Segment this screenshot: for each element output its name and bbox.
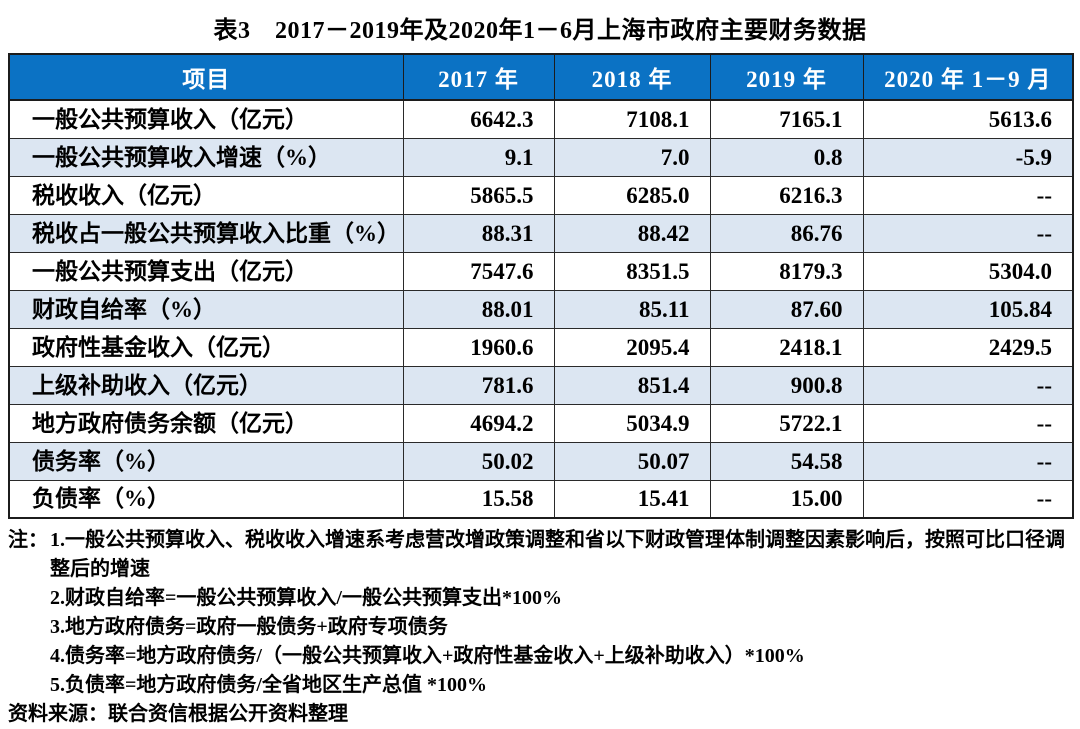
note-item: 3.地方政府债务=政府一般债务+政府专项债务 xyxy=(50,616,448,638)
table-row: 税收占一般公共预算收入比重（%） 88.31 88.42 86.76 -- xyxy=(8,213,1074,253)
cell-value: 8351.5 xyxy=(553,251,711,291)
cell-value: 5865.5 xyxy=(402,175,555,215)
cell-value: -5.9 xyxy=(862,137,1074,177)
cell-value: 6216.3 xyxy=(709,175,864,215)
row-label: 地方政府债务余额（亿元） xyxy=(8,403,404,443)
cell-value: 781.6 xyxy=(402,365,555,405)
source-line: 资料来源：联合资信根据公开资料整理 xyxy=(8,703,348,725)
note-item-text: 1.一般公共预算收入、税收收入增速系考虑营改增政策调整和省以下财政管理体制调整因… xyxy=(50,529,1065,580)
cell-value: 87.60 xyxy=(709,289,864,329)
cell-value: 0.8 xyxy=(709,137,864,177)
cell-value: 9.1 xyxy=(402,137,555,177)
row-label: 负债率（%） xyxy=(8,479,404,519)
cell-value: 88.01 xyxy=(402,289,555,329)
cell-value: -- xyxy=(862,175,1074,215)
column-header: 项目 xyxy=(8,53,404,101)
note-item: 5.负债率=地方政府债务/全省地区生产总值 *100% xyxy=(50,674,487,696)
row-label: 一般公共预算支出（亿元） xyxy=(8,251,404,291)
row-label: 财政自给率（%） xyxy=(8,289,404,329)
header-row: 项目 2017 年 2018 年 2019 年 2020 年 1－9 月 xyxy=(8,53,1074,101)
cell-value: -- xyxy=(862,403,1074,443)
cell-value: 105.84 xyxy=(862,289,1074,329)
table-row: 负债率（%） 15.58 15.41 15.00 -- xyxy=(8,479,1074,519)
cell-value: 7.0 xyxy=(553,137,711,177)
cell-value: -- xyxy=(862,213,1074,253)
table-row: 上级补助收入（亿元） 781.6 851.4 900.8 -- xyxy=(8,365,1074,405)
notes-prefix: 注： xyxy=(8,529,48,551)
cell-value: 7165.1 xyxy=(709,99,864,139)
cell-value: 4694.2 xyxy=(402,403,555,443)
row-label: 一般公共预算收入增速（%） xyxy=(8,137,404,177)
row-label: 上级补助收入（亿元） xyxy=(8,365,404,405)
cell-value: 50.07 xyxy=(553,441,711,481)
row-label: 政府性基金收入（亿元） xyxy=(8,327,404,367)
cell-value: 15.58 xyxy=(402,479,555,519)
table-row: 政府性基金收入（亿元） 1960.6 2095.4 2418.1 2429.5 xyxy=(8,327,1074,367)
cell-value: 85.11 xyxy=(553,289,711,329)
cell-value: -- xyxy=(862,479,1074,519)
note-item: 2.财政自给率=一般公共预算收入/一般公共预算支出*100% xyxy=(50,587,562,609)
cell-value: 7108.1 xyxy=(553,99,711,139)
column-header: 2020 年 1－9 月 xyxy=(862,53,1074,101)
note-item: 注： 1.一般公共预算收入、税收收入增速系考虑营改增政策调整和省以下财政管理体制… xyxy=(8,526,1072,584)
cell-value: 15.41 xyxy=(553,479,711,519)
note-item: 4.债务率=地方政府债务/（一般公共预算收入+政府性基金收入+上级补助收入）*1… xyxy=(50,645,805,667)
row-label: 税收占一般公共预算收入比重（%） xyxy=(8,213,404,253)
table-caption: 表3 2017－2019年及2020年1－6月上海市政府主要财务数据 xyxy=(213,18,867,44)
cell-value: -- xyxy=(862,365,1074,405)
table-row: 地方政府债务余额（亿元） 4694.2 5034.9 5722.1 -- xyxy=(8,403,1074,443)
row-label: 债务率（%） xyxy=(8,441,404,481)
row-label: 税收收入（亿元） xyxy=(8,175,404,215)
financial-table: 项目 2017 年 2018 年 2019 年 2020 年 1－9 月 一般公共预算收… xyxy=(8,53,1074,519)
table-row: 一般公共预算收入（亿元） 6642.3 7108.1 7165.1 5613.6 xyxy=(8,99,1074,139)
cell-value: 7547.6 xyxy=(402,251,555,291)
cell-value: 2429.5 xyxy=(862,327,1074,367)
notes-section: 注： 1.一般公共预算收入、税收收入增速系考虑营改增政策调整和省以下财政管理体制… xyxy=(8,526,1072,729)
cell-value: 5722.1 xyxy=(709,403,864,443)
table-body: 一般公共预算收入（亿元） 6642.3 7108.1 7165.1 5613.6 一般公共… xyxy=(8,99,1074,519)
cell-value: 5304.0 xyxy=(862,251,1074,291)
table-row: 财政自给率（%） 88.01 85.11 87.60 105.84 xyxy=(8,289,1074,329)
cell-value: 2095.4 xyxy=(553,327,711,367)
table-header: 项目 2017 年 2018 年 2019 年 2020 年 1－9 月 xyxy=(8,53,1074,101)
column-header: 2017 年 xyxy=(402,53,555,101)
notes-rest: 2.财政自给率=一般公共预算收入/一般公共预算支出*100% 3.地方政府债务=政… xyxy=(8,584,1072,700)
cell-value: 6285.0 xyxy=(553,175,711,215)
cell-value: -- xyxy=(862,441,1074,481)
table-row: 一般公共预算支出（亿元） 7547.6 8351.5 8179.3 5304.0 xyxy=(8,251,1074,291)
cell-value: 1960.6 xyxy=(402,327,555,367)
cell-value: 6642.3 xyxy=(402,99,555,139)
column-header: 2019 年 xyxy=(709,53,864,101)
cell-value: 88.31 xyxy=(402,213,555,253)
cell-value: 2418.1 xyxy=(709,327,864,367)
cell-value: 15.00 xyxy=(709,479,864,519)
cell-value: 900.8 xyxy=(709,365,864,405)
cell-value: 8179.3 xyxy=(709,251,864,291)
row-label: 一般公共预算收入（亿元） xyxy=(8,99,404,139)
cell-value: 50.02 xyxy=(402,441,555,481)
table-row: 一般公共预算收入增速（%） 9.1 7.0 0.8 -5.9 xyxy=(8,137,1074,177)
table-row: 债务率（%） 50.02 50.07 54.58 -- xyxy=(8,441,1074,481)
cell-value: 5613.6 xyxy=(862,99,1074,139)
table-row: 税收收入（亿元） 5865.5 6285.0 6216.3 -- xyxy=(8,175,1074,215)
cell-value: 86.76 xyxy=(709,213,864,253)
cell-value: 5034.9 xyxy=(553,403,711,443)
cell-value: 54.58 xyxy=(709,441,864,481)
cell-value: 88.42 xyxy=(553,213,711,253)
cell-value: 851.4 xyxy=(553,365,711,405)
column-header: 2018 年 xyxy=(553,53,711,101)
